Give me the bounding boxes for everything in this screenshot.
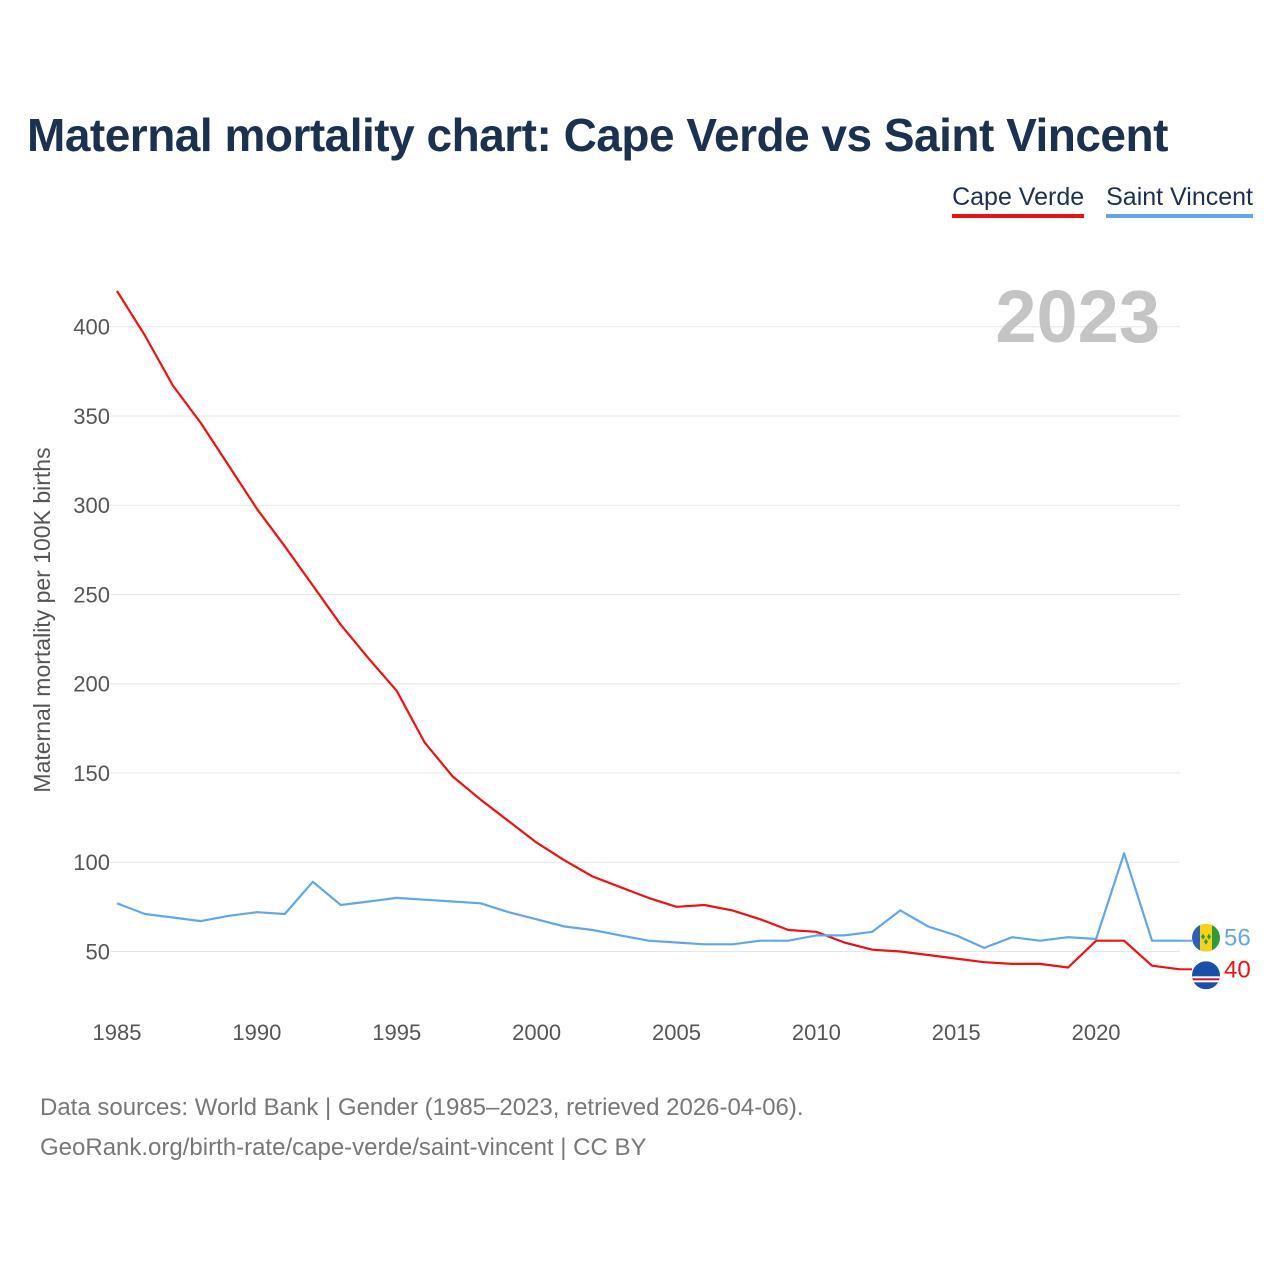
x-tick-label: 1995 <box>372 1020 421 1045</box>
series-line-cape-verde[interactable] <box>116 290 1181 971</box>
x-tick-label: 1990 <box>232 1020 281 1045</box>
y-axis-ticks: 50 100 150 200 250 300 350 400 <box>73 315 110 965</box>
legend-item-saint-vincent[interactable]: Saint Vincent <box>1106 183 1253 218</box>
y-tick-label: 400 <box>73 315 110 340</box>
grid-lines <box>110 326 1180 952</box>
x-tick-label: 2005 <box>652 1020 701 1045</box>
flag-cape-verde-icon <box>1192 961 1220 990</box>
y-tick-label: 250 <box>73 582 110 607</box>
x-tick-label: 2010 <box>792 1020 841 1045</box>
chart-title: Maternal mortality chart: Cape Verde vs … <box>27 109 1168 161</box>
y-tick-label: 200 <box>73 672 110 697</box>
x-tick-label: 2000 <box>512 1020 561 1045</box>
end-value-cape-verde: 40 <box>1224 956 1251 983</box>
source-line-2[interactable]: GeoRank.org/birth-rate/cape-verde/saint-… <box>40 1134 647 1161</box>
y-tick-label: 100 <box>73 850 110 875</box>
x-axis-ticks: 1985 1990 1995 2000 2005 2010 2015 2020 <box>93 1020 1121 1045</box>
x-tick-label: 1985 <box>93 1020 142 1045</box>
y-tick-label: 350 <box>73 404 110 429</box>
flag-saint-vincent-icon <box>1192 923 1220 952</box>
y-tick-label: 150 <box>73 761 110 786</box>
series-lines <box>116 290 1181 971</box>
x-tick-label: 2015 <box>932 1020 981 1045</box>
legend: Cape Verde Saint Vincent <box>952 183 1253 218</box>
y-tick-label: 300 <box>73 493 110 518</box>
source-line-1: Data sources: World Bank | Gender (1985–… <box>40 1094 804 1121</box>
current-year-label: 2023 <box>995 275 1160 358</box>
y-axis-label: Maternal mortality per 100K births <box>29 447 55 792</box>
y-tick-label: 50 <box>86 939 110 964</box>
line-chart: 50 100 150 200 250 300 350 400 1985 1990 1995 2000… <box>29 275 1251 1045</box>
legend-item-cape-verde[interactable]: Cape Verde <box>952 183 1085 218</box>
series-line-saint-vincent[interactable] <box>116 852 1180 950</box>
x-tick-label: 2020 <box>1072 1020 1121 1045</box>
source-note: Data sources: World Bank | Gender (1985–… <box>40 1088 804 1168</box>
end-value-saint-vincent: 56 <box>1224 925 1251 952</box>
